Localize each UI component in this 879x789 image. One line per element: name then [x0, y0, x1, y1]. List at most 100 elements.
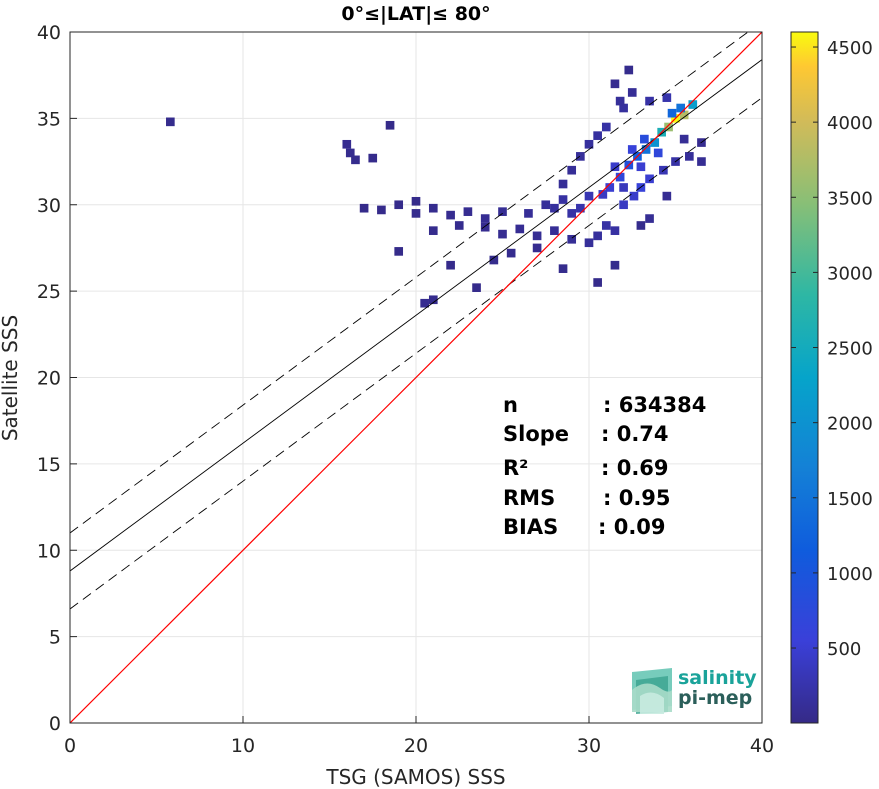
density-cell — [598, 190, 608, 199]
colorbar-tick-label: 2500 — [827, 339, 873, 360]
density-cell — [650, 138, 660, 147]
density-cell — [567, 234, 577, 244]
x-tick-label: 40 — [750, 735, 774, 757]
density-cell — [394, 200, 404, 210]
density-cell — [645, 96, 654, 106]
density-cell — [498, 207, 507, 216]
density-cell — [645, 174, 654, 184]
y-tick-label: 20 — [37, 368, 61, 390]
y-axis-ticks: 0 5 10 15 20 25 30 35 40 — [37, 22, 77, 735]
density-cell — [601, 221, 611, 230]
x-tick-label: 0 — [64, 735, 76, 757]
stat-value: : 0.95 — [603, 486, 671, 510]
density-cell — [532, 243, 542, 253]
density-cell — [420, 298, 429, 308]
density-cell — [166, 117, 175, 127]
x-tick-label: 30 — [577, 735, 601, 757]
density-cell — [624, 65, 634, 75]
density-cell — [506, 248, 516, 258]
density-cell — [610, 79, 620, 89]
y-tick-label: 25 — [37, 281, 61, 303]
x-tick-label: 20 — [404, 735, 428, 757]
y-tick-label: 30 — [37, 195, 61, 217]
density-cell — [593, 278, 602, 287]
density-cell — [446, 210, 455, 220]
density-cell — [550, 203, 559, 213]
density-cell — [394, 247, 404, 256]
colorbar — [791, 32, 818, 723]
y-axis-label: Satellite SSS — [0, 315, 22, 441]
density-cell — [368, 153, 378, 163]
colorbar-tick-label: 500 — [827, 639, 861, 660]
density-cell — [515, 224, 525, 234]
x-axis-label: TSG (SAMOS) SSS — [325, 765, 505, 789]
density-cell — [567, 209, 577, 218]
colorbar-tick-label: 2000 — [827, 414, 873, 435]
density-cell — [688, 100, 698, 109]
colorbar-tick-label: 1000 — [827, 564, 873, 585]
density-cell — [576, 152, 585, 161]
density-cell — [584, 191, 594, 201]
density-cell — [576, 203, 585, 213]
stat-label: BIAS — [503, 515, 558, 539]
stat-label: n — [503, 393, 518, 417]
density-cell — [480, 214, 490, 223]
stat-label: Slope — [503, 422, 569, 446]
density-cell — [541, 200, 551, 210]
density-cell — [584, 238, 594, 248]
density-cell — [584, 139, 594, 149]
density-cell — [558, 195, 568, 204]
density-cell — [463, 207, 473, 216]
density-cell — [532, 231, 542, 241]
x-axis-ticks: 0 10 20 30 40 — [64, 716, 774, 757]
colorbar-tick-label: 4000 — [827, 113, 873, 134]
stat-value: : 634384 — [603, 393, 706, 417]
colorbar-tick-label: 3000 — [827, 263, 873, 284]
density-cell — [645, 214, 654, 223]
density-cell — [428, 226, 438, 235]
stat-value: : 0.69 — [601, 456, 669, 480]
stat-label: R² — [503, 456, 528, 480]
y-tick-label: 5 — [49, 627, 61, 649]
density-cell — [377, 205, 386, 215]
density-cell — [619, 103, 628, 113]
y-tick-label: 15 — [37, 454, 61, 476]
salinity-pi-mep-logo: salinity pi-mep — [632, 667, 757, 714]
density-cell — [685, 152, 694, 161]
chart-title: 0°≤|LAT|≤ 80° — [341, 3, 490, 25]
regression-lines — [70, 32, 762, 723]
density-cell — [498, 229, 507, 239]
density-cell — [345, 148, 355, 158]
density-cell — [342, 139, 352, 149]
colorbar-tick-label: 3500 — [827, 188, 873, 209]
density-cell — [641, 145, 651, 154]
density-cell — [480, 222, 490, 232]
density-cell — [619, 183, 628, 192]
density-cell — [679, 110, 689, 120]
density-cell — [472, 283, 481, 292]
colorbar-tick-label: 4500 — [827, 38, 873, 59]
density-cell — [359, 203, 369, 213]
density-cell — [615, 96, 625, 106]
density-cell — [676, 103, 686, 113]
colorbar-tick-label: 1500 — [827, 489, 873, 510]
density-cell — [679, 134, 689, 144]
stat-label: RMS — [503, 486, 555, 510]
density-cell — [610, 162, 620, 172]
density-cell — [446, 260, 455, 270]
density-cell — [567, 165, 577, 175]
y-tick-label: 40 — [37, 22, 61, 44]
fit-line — [70, 59, 762, 572]
density-cell — [428, 203, 438, 213]
density-cell — [667, 108, 677, 118]
colorbar-ticks: 500 1000 1500 2000 2500 3000 3500 4000 4500 — [791, 38, 873, 660]
y-tick-label: 0 — [49, 713, 61, 735]
density-cell — [593, 231, 602, 241]
colorbar-frame — [790, 31, 819, 724]
y-tick-label: 10 — [37, 540, 61, 562]
y-tick-label: 35 — [37, 108, 61, 130]
density-cell — [558, 264, 568, 273]
density-cell — [627, 145, 637, 154]
statistics-box: n: 634384 Slope: 0.74 R²: 0.69 RMS: 0.95 BIA… — [503, 393, 706, 539]
